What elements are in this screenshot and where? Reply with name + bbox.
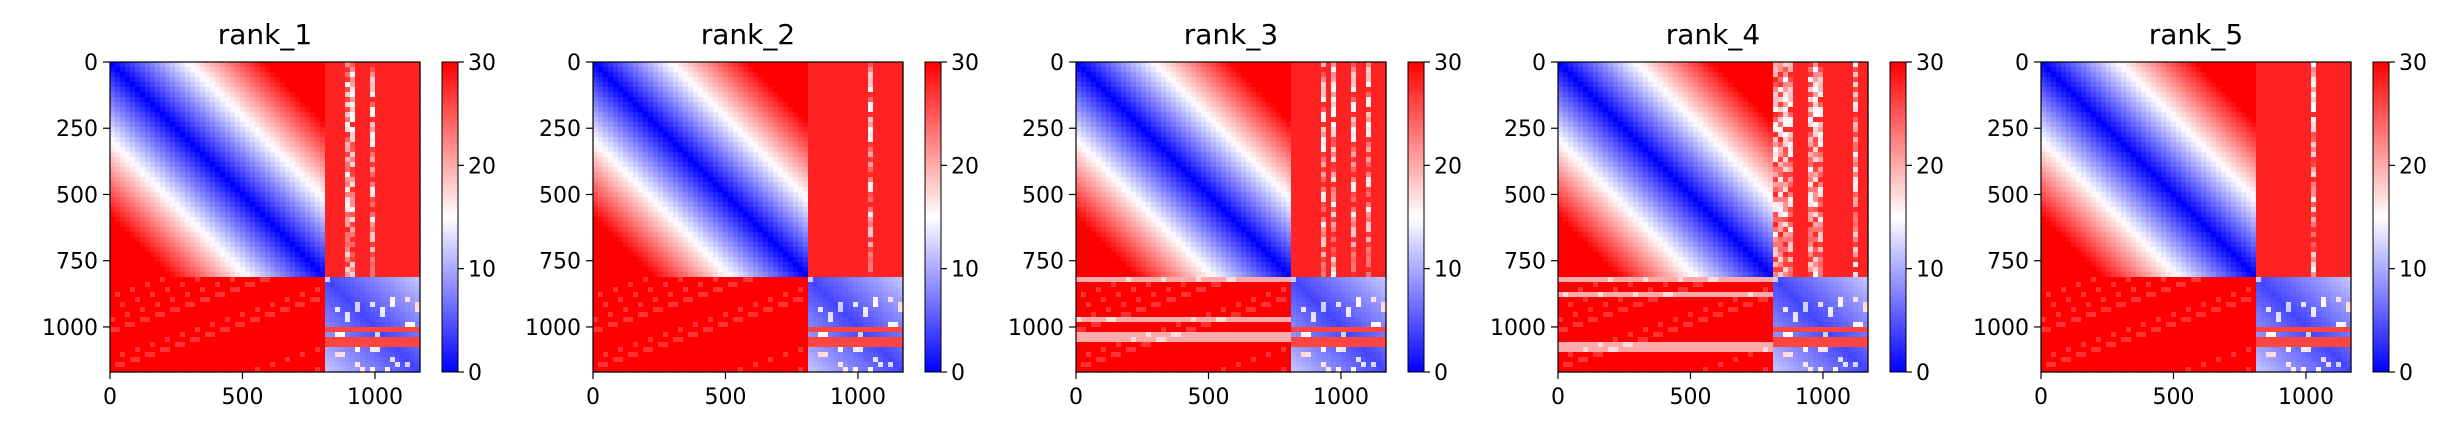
colorbar: [1407, 61, 1425, 373]
y-tick-label: 250: [1987, 117, 2029, 142]
y-tick-label: 250: [539, 117, 581, 142]
y-tick-label: 1000: [1490, 316, 1546, 341]
y-tick-label: 1000: [1973, 316, 2029, 341]
y-tick-label: 0: [1050, 51, 1064, 76]
y-tick-label: 1000: [1008, 316, 1064, 341]
panel-title: rank_2: [701, 18, 795, 51]
y-tick-label: 750: [539, 250, 581, 275]
colorbar-tick-label: 20: [1916, 154, 1944, 179]
y-tick-label: 750: [1987, 250, 2029, 275]
y-tick-label: 0: [84, 51, 98, 76]
heatmap-cells: [1558, 62, 1869, 373]
x-tick-label: 500: [1187, 385, 1229, 410]
x-tick-label: 1000: [2278, 385, 2334, 410]
y-tick-label: 500: [539, 183, 581, 208]
colorbar-tick-label: 0: [468, 361, 482, 386]
plot-frame: [1557, 61, 1869, 373]
y-tick-label: 500: [56, 183, 98, 208]
colorbar: [2372, 61, 2390, 373]
colorbar-tick-label: 30: [951, 51, 979, 76]
colorbar-tick-label: 10: [2399, 258, 2427, 283]
y-tick-label: 250: [56, 117, 98, 142]
colorbar-tick-label: 20: [468, 154, 496, 179]
x-tick-label: 500: [704, 385, 746, 410]
y-tick-label: 750: [1022, 250, 1064, 275]
x-tick-label: 0: [2034, 385, 2048, 410]
panel-title: rank_4: [1666, 18, 1760, 51]
y-tick-label: 750: [56, 250, 98, 275]
plot-frame: [109, 61, 421, 373]
colorbar-tick-label: 20: [1434, 154, 1462, 179]
y-tick-label: 0: [2015, 51, 2029, 76]
panel-title: rank_3: [1184, 18, 1278, 51]
colorbar-tick-label: 30: [2399, 51, 2427, 76]
y-tick-label: 1000: [42, 316, 98, 341]
colorbar: [924, 61, 942, 373]
plot-frame: [1075, 61, 1387, 373]
colorbar-tick-label: 30: [1916, 51, 1944, 76]
y-tick-label: 250: [1022, 117, 1064, 142]
colorbar-tick-label: 20: [2399, 154, 2427, 179]
colorbar: [1889, 61, 1907, 373]
x-tick-label: 0: [1069, 385, 1083, 410]
x-tick-label: 0: [586, 385, 600, 410]
y-tick-label: 0: [1532, 51, 1546, 76]
colorbar-tick-label: 30: [1434, 51, 1462, 76]
heatmap-cells: [593, 62, 904, 373]
heatmap-cells: [1076, 62, 1387, 373]
colorbar: [441, 61, 459, 373]
x-tick-label: 500: [1669, 385, 1711, 410]
heatmap-panel-5: rank_5 0 500 1000 0 250 500 750 1000 0 10 20 30: [1973, 18, 2427, 410]
colorbar-tick-label: 30: [468, 51, 496, 76]
y-tick-label: 750: [1504, 250, 1546, 275]
panel-title: rank_5: [2149, 18, 2243, 51]
colorbar-tick-label: 10: [951, 258, 979, 283]
heatmap-panel-4: rank_4 0 500 1000 0 250 500 750 1000 0 10 20 30: [1490, 18, 1944, 410]
x-tick-label: 1000: [1313, 385, 1369, 410]
colorbar-tick-label: 10: [1916, 258, 1944, 283]
heatmap-cells: [2041, 62, 2352, 373]
heatmap-cells: [110, 62, 421, 373]
x-tick-label: 500: [2152, 385, 2194, 410]
plot-frame: [592, 61, 904, 373]
heatmap-panel-1: rank_1 0 500 1000 0 250 500 750 1000 0 10 20 30: [42, 18, 496, 410]
colorbar-tick-label: 0: [2399, 361, 2413, 386]
colorbar-tick-label: 0: [1916, 361, 1930, 386]
colorbar-tick-label: 0: [1434, 361, 1448, 386]
x-tick-label: 500: [221, 385, 263, 410]
x-tick-label: 0: [103, 385, 117, 410]
colorbar-tick-label: 10: [1434, 258, 1462, 283]
x-tick-label: 1000: [347, 385, 403, 410]
y-tick-label: 500: [1987, 183, 2029, 208]
colorbar-tick-label: 10: [468, 258, 496, 283]
y-tick-label: 0: [567, 51, 581, 76]
plot-frame: [2040, 61, 2352, 373]
y-tick-label: 500: [1022, 183, 1064, 208]
y-tick-label: 1000: [525, 316, 581, 341]
x-tick-label: 1000: [830, 385, 886, 410]
colorbar-tick-label: 0: [951, 361, 965, 386]
colorbar-tick-label: 20: [951, 154, 979, 179]
y-tick-label: 250: [1504, 117, 1546, 142]
heatmap-panel-2: rank_2 0 500 1000 0 250 500 750 1000 0 10 20 30: [525, 18, 979, 410]
x-tick-label: 0: [1551, 385, 1565, 410]
heatmap-panel-3: rank_3 0 500 1000 0 250 500 750 1000 0 10 20 30: [1008, 18, 1462, 410]
x-tick-label: 1000: [1795, 385, 1851, 410]
panel-title: rank_1: [218, 18, 312, 51]
y-tick-label: 500: [1504, 183, 1546, 208]
